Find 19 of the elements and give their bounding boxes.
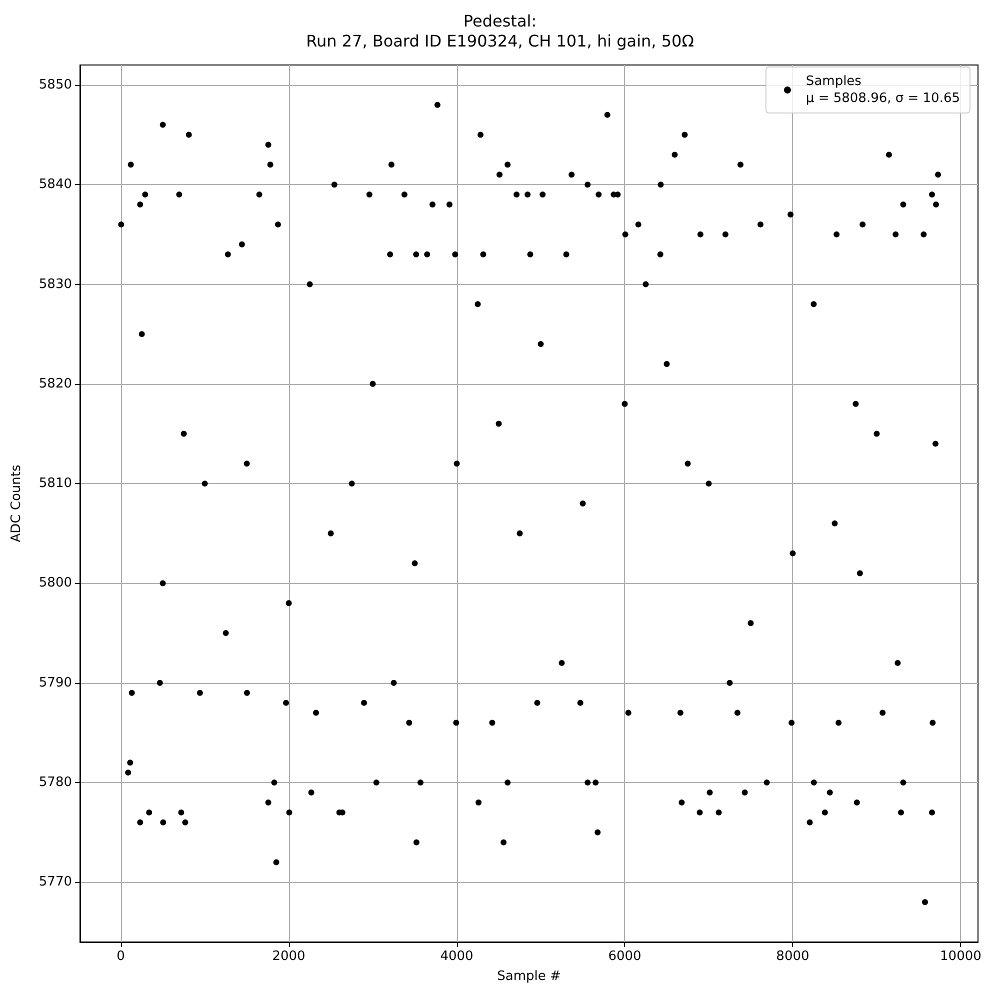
y-tick-label: 5820 <box>38 376 72 392</box>
x-tick-label: 8000 <box>776 949 810 964</box>
x-tick-label: 2000 <box>272 949 306 964</box>
x-tick-label: 10000 <box>940 949 982 964</box>
y-tick-label: 5780 <box>38 775 72 790</box>
y-tick-label: 5810 <box>38 476 72 492</box>
chart-title: Pedestal: Run 27, Board ID E190324, CH 101, hi gain, 50Ω <box>306 12 694 50</box>
y-tick-label: 5790 <box>38 675 72 690</box>
y-tick-label: 5840 <box>38 177 72 192</box>
y-tick-label: 5800 <box>38 576 72 591</box>
x-tick-label: 4000 <box>440 949 474 964</box>
x-tick-label: 0 <box>116 949 125 964</box>
y-tick-label: 5770 <box>38 874 72 890</box>
y-tick-label: 5830 <box>38 276 72 292</box>
legend-label: Samples μ = 5808.96, σ = 10.65 <box>806 74 960 106</box>
x-axis-title: Sample # <box>497 969 561 984</box>
y-axis-title: ADC Counts <box>9 464 24 542</box>
x-tick-label: 6000 <box>608 949 642 964</box>
y-tick-label: 5850 <box>38 77 72 92</box>
